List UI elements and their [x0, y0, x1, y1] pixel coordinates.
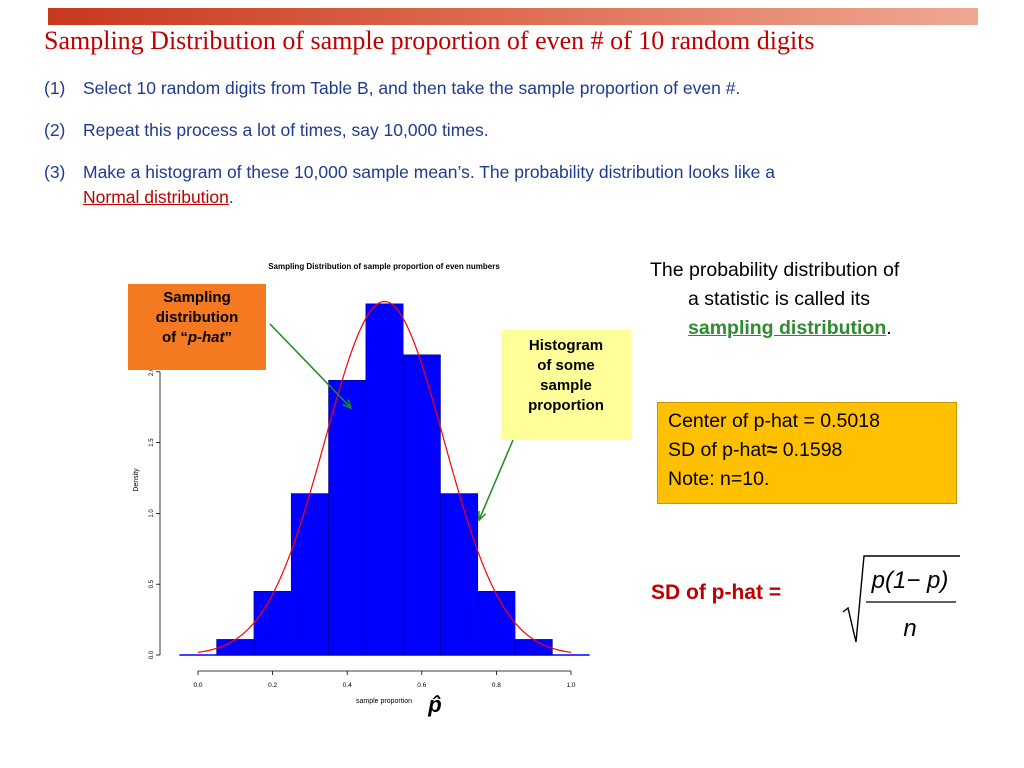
sd-stat-prefix: SD of p-hat — [668, 439, 767, 461]
radical-sign — [842, 555, 960, 643]
step-2-number: (2) — [44, 120, 66, 140]
histogram-callout-line-4: proportion — [528, 397, 604, 414]
callout-arrows — [269, 323, 514, 522]
histogram-callout: Histogram of some sample proportion — [501, 330, 631, 440]
sampling-distribution-link[interactable]: sampling distribution — [688, 317, 887, 339]
callout-phat: p-hat — [187, 329, 225, 346]
normal-distribution-link[interactable]: Normal distribution — [83, 187, 229, 207]
y-tick-label: 1.5 — [149, 438, 155, 447]
center-stat: Center of p-hat = 0.5018 — [668, 410, 880, 432]
y-tick-label: 0.0 — [149, 650, 155, 659]
histogram-bar — [365, 303, 404, 656]
sd-formula: p(1− p) n — [842, 555, 960, 643]
callout-arrow-orange-head — [342, 399, 353, 410]
step-3-period: . — [228, 187, 234, 207]
approx-symbol: ≈ — [766, 439, 778, 461]
y-tick-label: 0.5 — [149, 579, 155, 588]
definition-line-2: a statistic is called its — [688, 288, 871, 310]
sampling-distribution-callout: Sampling distribution of “p-hat” — [128, 284, 266, 370]
y-axis: 0.0 0.5 1.0 1.5 2.0 — [149, 367, 161, 659]
slide-title: Sampling Distribution of sample proporti… — [44, 26, 815, 55]
y-tick-label: 2.0 — [149, 367, 155, 376]
sampling-distribution-definition: The probability distribution of a statis… — [650, 256, 990, 343]
histogram-bars — [179, 303, 590, 656]
sd-formula-label: SD of p-hat = — [651, 581, 782, 604]
histogram-chart: Sampling Distribution of sample proporti… — [133, 262, 590, 717]
histogram-bar — [290, 493, 329, 656]
histogram-callout-line-1: Histogram — [528, 337, 604, 354]
callout-line-2: distribution — [155, 309, 239, 326]
callout-arrow-yellow-head — [478, 510, 487, 522]
x-axis-label: sample proportion — [356, 698, 412, 705]
callout-pre: of “ — [162, 329, 188, 346]
y-axis-label: Density — [133, 468, 140, 492]
definition-period: . — [886, 317, 892, 339]
step-3-text-block: Make a histogram of these 10,000 sample … — [83, 160, 1003, 210]
sd-stat-value: 0.1598 — [777, 439, 843, 461]
x-tick-label: 0.4 — [343, 682, 352, 689]
histogram-bar — [328, 379, 367, 656]
x-tick-label: 0.6 — [417, 682, 426, 689]
step-3-text: Make a histogram of these 10,000 sample … — [83, 162, 775, 182]
note-stat: Note: n=10. — [668, 468, 770, 490]
callout-arrow-yellow-shaft — [478, 439, 514, 521]
sd-stat: SD of p-hat≈ 0.1598 — [668, 436, 956, 465]
title-accent-bar — [48, 8, 978, 25]
definition-line-3: sampling distribution. — [650, 314, 990, 343]
normal-curve — [197, 300, 572, 653]
histogram-bar — [216, 639, 255, 656]
callout-arrow-orange-shaft — [269, 323, 352, 409]
formula-numerator: p(1− p) — [871, 567, 949, 594]
formula-denominator: n — [903, 615, 916, 642]
stats-box: Center of p-hat = 0.5018 SD of p-hat≈ 0.… — [657, 402, 957, 504]
p-hat-symbol: p̂ — [427, 692, 441, 717]
histogram-bar — [402, 354, 441, 656]
step-1-text: Select 10 random digits from Table B, an… — [83, 78, 741, 98]
histogram-callout-line-2: of some — [537, 357, 595, 374]
y-tick-label: 1.0 — [149, 509, 155, 518]
histogram-bar — [253, 590, 292, 656]
callout-post: ” — [224, 329, 233, 346]
chart-title: Sampling Distribution of sample proporti… — [268, 262, 500, 271]
callout-line-1: Sampling — [163, 289, 231, 306]
definition-line-1: The probability distribution of — [650, 259, 900, 281]
histogram-bar — [477, 590, 516, 656]
x-tick-label: 0.8 — [492, 682, 501, 689]
histogram-bar — [440, 493, 479, 656]
step-2-text: Repeat this process a lot of times, say … — [83, 120, 489, 140]
x-tick-label: 0.0 — [193, 682, 202, 689]
histogram-callout-line-3: sample — [540, 377, 592, 394]
x-tick-label: 1.0 — [566, 682, 575, 689]
x-tick-label: 0.2 — [268, 682, 277, 689]
histogram-bar — [514, 639, 553, 656]
step-3-number: (3) — [44, 162, 66, 182]
callout-line-3: of “p-hat” — [128, 328, 266, 348]
step-1-number: (1) — [44, 78, 66, 98]
x-axis: 0.0 0.2 0.4 0.6 0.8 1.0 — [193, 670, 576, 689]
